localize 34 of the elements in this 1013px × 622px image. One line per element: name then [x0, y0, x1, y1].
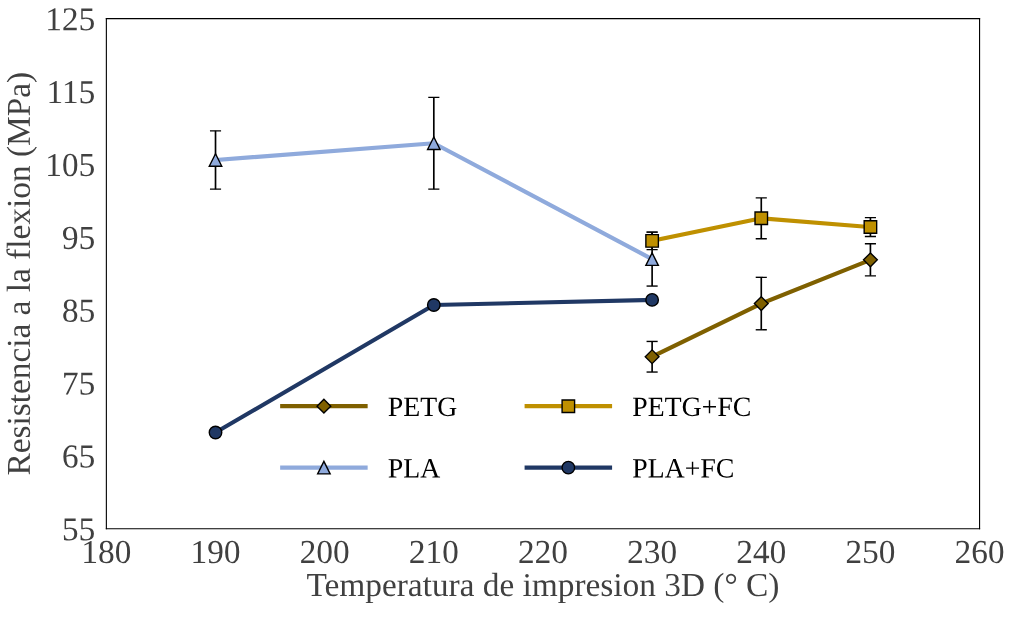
point — [753, 295, 769, 312]
legend-label: PLA+FC — [633, 458, 733, 478]
x-tick-label: 250 — [846, 540, 895, 564]
y-tick-label: 65 — [63, 445, 94, 468]
y-tick-label: 125 — [48, 8, 94, 31]
point — [754, 211, 769, 226]
y-tick-label: 85 — [63, 299, 94, 322]
y-tick-label: 75 — [64, 372, 94, 395]
point — [862, 252, 878, 268]
point — [863, 220, 878, 234]
x-tick-label: 220 — [519, 540, 567, 564]
point — [208, 425, 223, 440]
point — [645, 292, 660, 307]
x-tick-label: 200 — [301, 540, 349, 564]
y-tick-label: 95 — [62, 226, 94, 250]
point — [426, 136, 441, 151]
x-axis-title: Temperatura de impresion 3D (° C) — [307, 572, 778, 604]
point — [645, 252, 660, 267]
x-tick-label: 230 — [628, 540, 676, 564]
x-tick-label: 260 — [956, 540, 1004, 564]
y-tick-label: 105 — [48, 153, 94, 177]
y-tick-label: 115 — [49, 81, 94, 104]
point — [426, 298, 441, 312]
x-tick-label: 240 — [737, 540, 785, 564]
legend-label: PLA — [388, 459, 441, 478]
x-tick-label: 180 — [84, 540, 131, 564]
point — [644, 349, 660, 365]
point — [208, 153, 223, 167]
legend-label: PETG+FC — [633, 397, 750, 417]
x-tick-label: 210 — [410, 540, 458, 564]
y-tick-label: 55 — [63, 518, 94, 541]
legend-label: PETG — [388, 397, 457, 417]
x-tick-label: 190 — [193, 540, 240, 564]
y-axis-title: Resistencia a la flexion (MPa) — [6, 73, 37, 475]
